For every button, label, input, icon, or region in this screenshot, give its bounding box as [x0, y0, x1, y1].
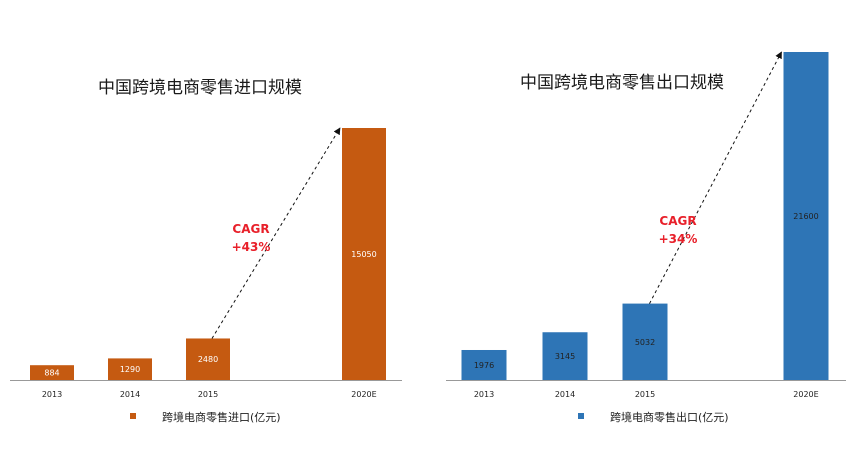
export-tick-2014: 2014	[555, 390, 575, 399]
export-bar-2020e	[783, 52, 829, 380]
export-value-label-2014: 3145	[555, 352, 575, 361]
import-value-label-2014: 1290	[120, 365, 140, 374]
import-cagr-arrow	[211, 127, 341, 339]
export-tick-2020e: 2020E	[793, 390, 818, 399]
export-tick-labels: 2013 2014 2015 2020E	[474, 390, 819, 399]
export-legend-swatch	[578, 413, 584, 419]
export-cagr-label: CAGR	[659, 214, 696, 228]
import-tick-2013: 2013	[42, 390, 62, 399]
import-tick-2014: 2014	[120, 390, 140, 399]
import-legend-swatch	[130, 413, 136, 419]
export-legend-label: 跨境电商零售出口(亿元)	[610, 410, 729, 424]
export-chart-title: 中国跨境电商零售出口规模	[520, 73, 724, 93]
export-bar-2015	[622, 303, 668, 380]
export-bar-2014	[542, 332, 588, 380]
import-bar-2020e	[342, 128, 386, 380]
import-bars: 884 1290 2480 15050	[30, 128, 386, 380]
import-tick-labels: 2013 2014 2015 2020E	[42, 390, 377, 399]
export-bar-2013	[461, 349, 507, 380]
export-bars: 1976 3145 5032 21600	[461, 52, 829, 380]
export-value-label-2013: 1976	[474, 361, 494, 370]
import-tick-2020e: 2020E	[351, 390, 376, 399]
import-legend-label: 跨境电商零售进口(亿元)	[162, 410, 281, 424]
import-value-label-2015: 2480	[198, 355, 218, 364]
import-value-label-2020e: 15050	[351, 250, 376, 259]
export-tick-2013: 2013	[474, 390, 494, 399]
export-tick-2015: 2015	[635, 390, 655, 399]
export-cagr-value: +34%	[659, 232, 698, 246]
import-tick-2015: 2015	[198, 390, 218, 399]
export-value-label-2020e: 21600	[793, 212, 818, 221]
import-value-label-2013: 884	[44, 369, 59, 378]
import-cagr-value: +43%	[232, 240, 271, 254]
import-chart-title: 中国跨境电商零售进口规模	[98, 78, 302, 98]
import-cagr-label: CAGR	[232, 222, 269, 236]
export-value-label-2015: 5032	[635, 338, 655, 347]
import-bar-2013	[30, 365, 74, 380]
export-cagr-arrow	[649, 51, 782, 304]
import-bar-2014	[108, 358, 152, 380]
import-bar-2015	[186, 338, 230, 380]
